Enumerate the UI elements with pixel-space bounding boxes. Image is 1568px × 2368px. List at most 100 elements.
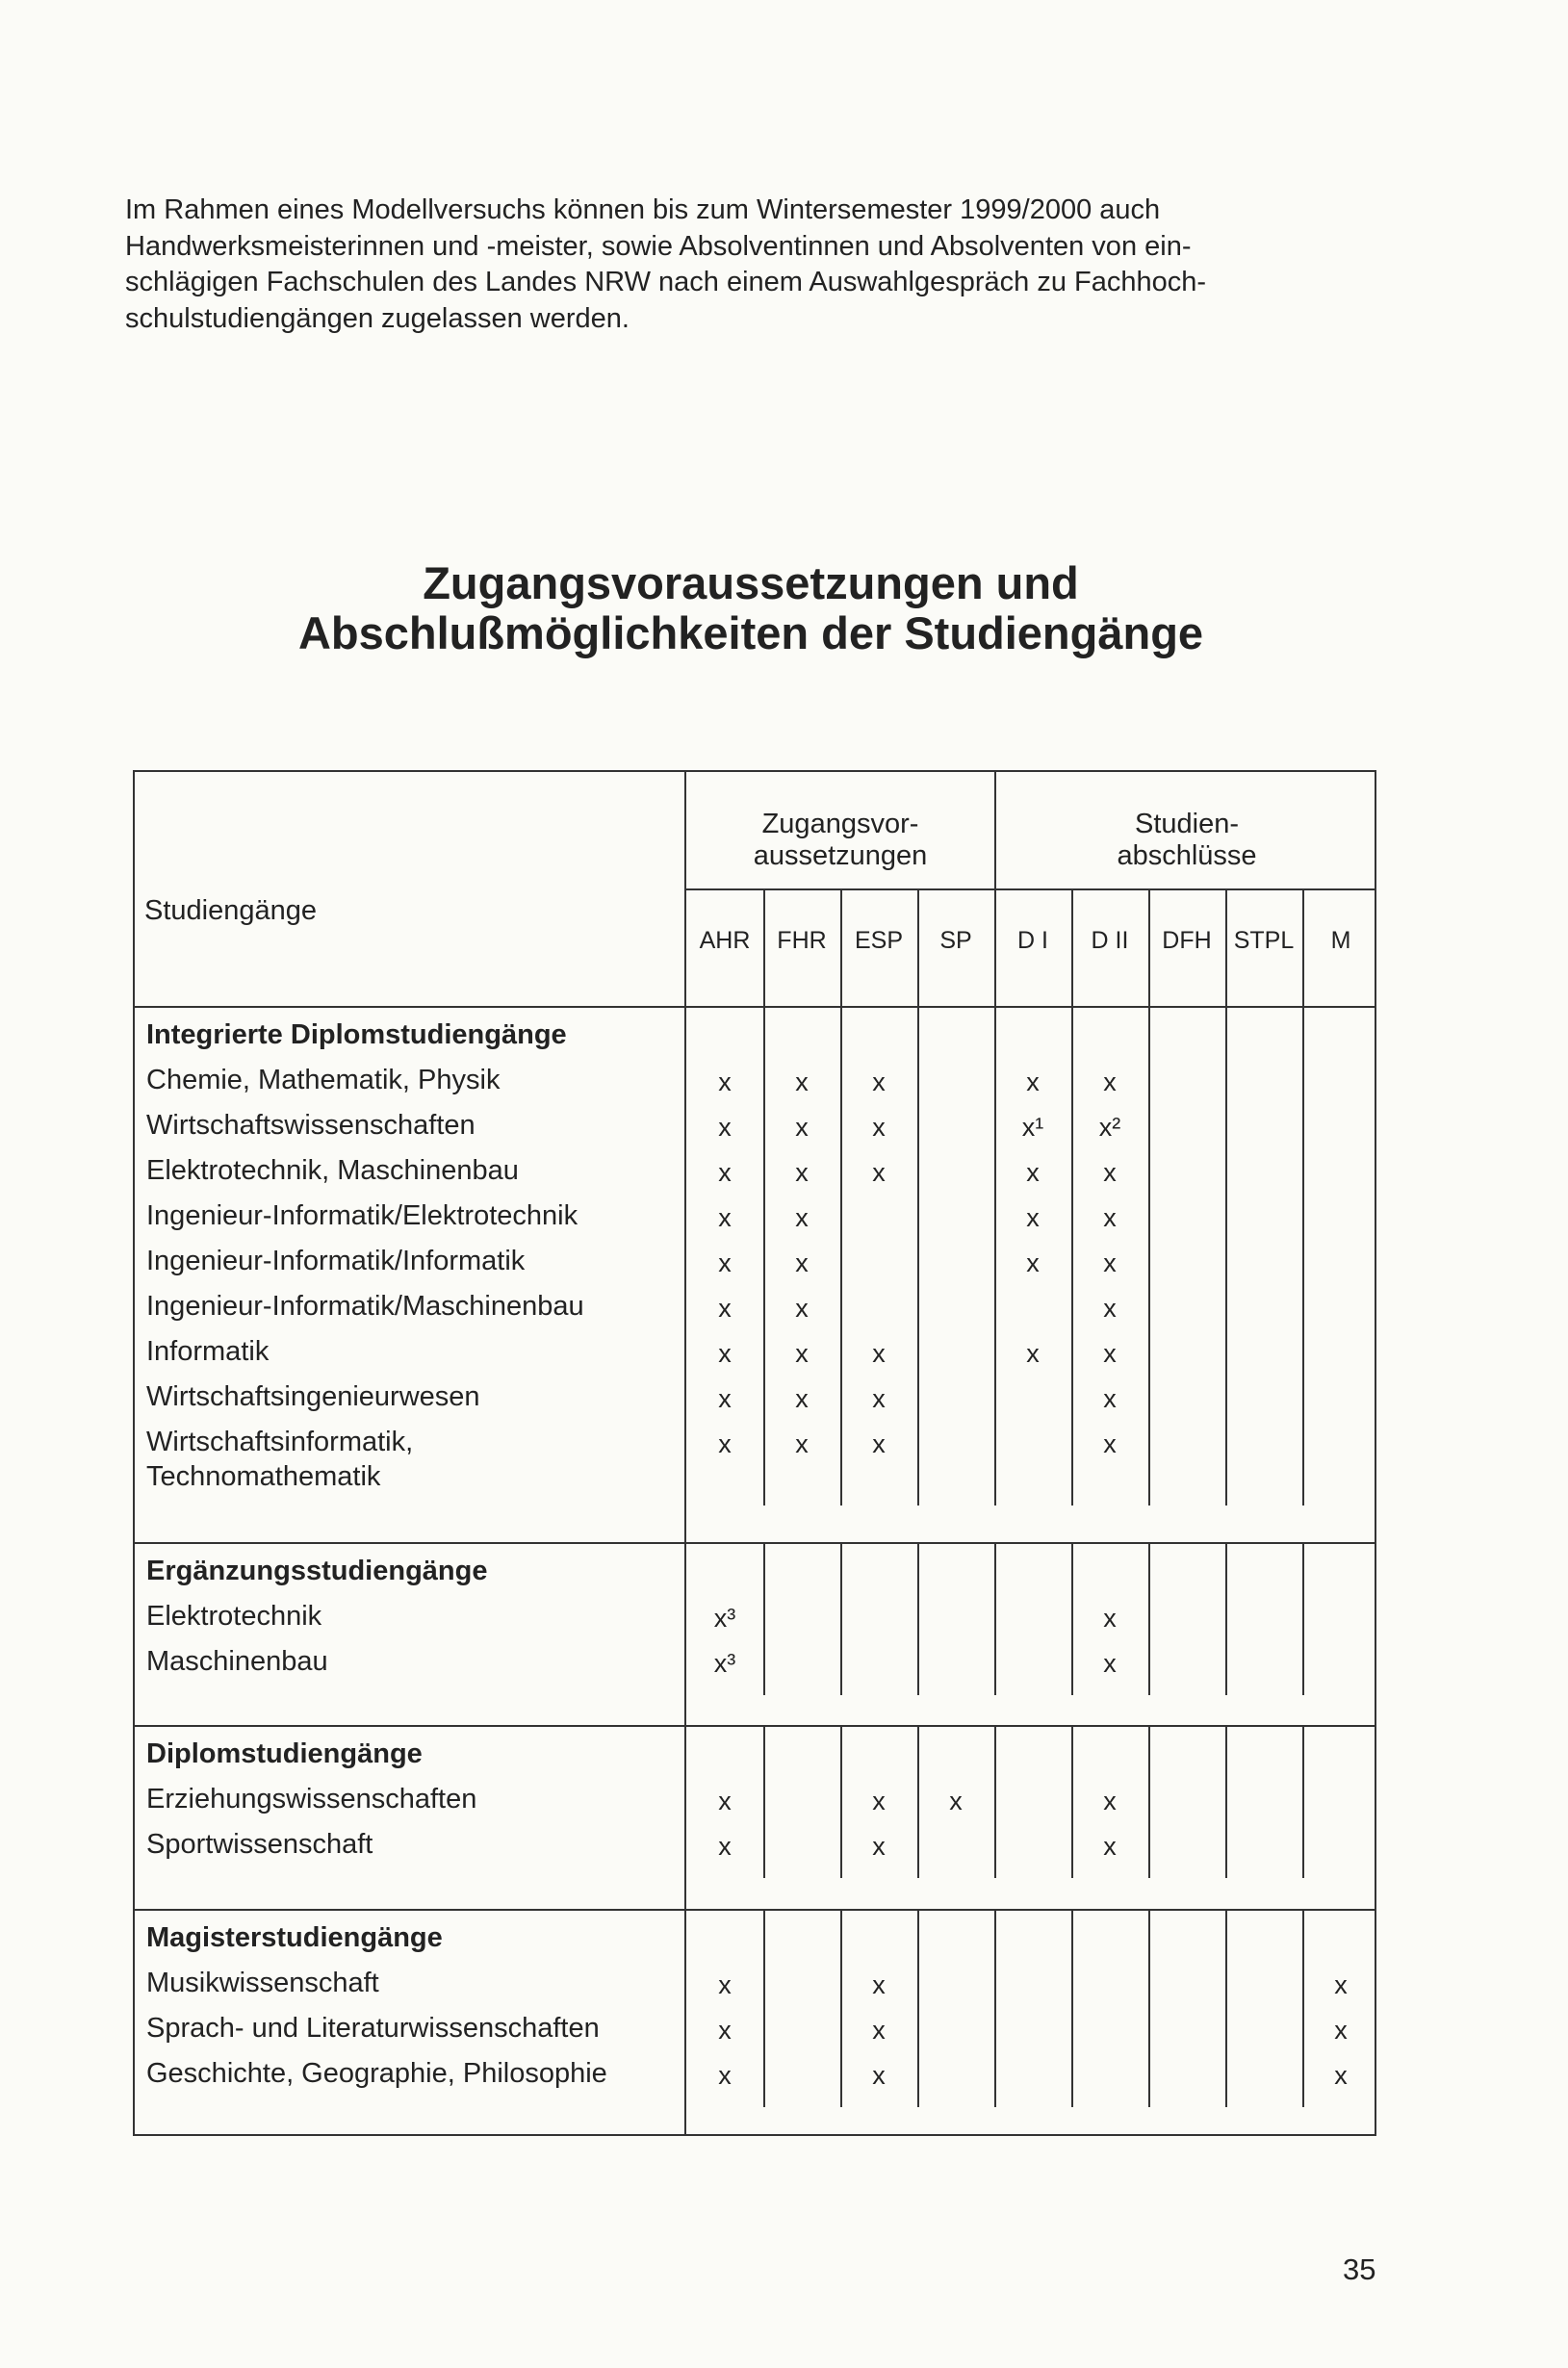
group-header: Zugangsvor-aussetzungen [686, 809, 994, 872]
table-cell-mark: x [1103, 1068, 1117, 1096]
table-cell-mark: x [1103, 1604, 1117, 1633]
column-header: DFH [1162, 927, 1212, 954]
table-cell-mark: x [795, 1429, 809, 1458]
study-programs-table: Studiengänge Zugangsvor-aussetzungen Studi… [133, 770, 1376, 2136]
table-cell-mark: x [718, 1113, 732, 1142]
table-cell-mark: x [872, 1832, 886, 1861]
table-cell-mark: x [872, 1787, 886, 1815]
table-cell-mark: x [1103, 1294, 1117, 1323]
column-divider [840, 1542, 842, 1695]
column-divider [994, 1006, 996, 1506]
column-divider [994, 1725, 996, 1878]
column-divider [763, 1725, 765, 1878]
table-cell-mark: x [718, 2061, 732, 2090]
table-cell-mark: x [1026, 1339, 1040, 1368]
table-cell-mark: x [1103, 1339, 1117, 1368]
section-title: Diplomstudiengänge [146, 1738, 423, 1769]
table-cell-mark: x [718, 1384, 732, 1413]
table-cell-mark: x¹ [1021, 1113, 1044, 1142]
column-divider [1071, 888, 1073, 1006]
table-cell-mark: x [872, 2061, 886, 2090]
program-name: Geschichte, Geographie, Philosophie [146, 2058, 607, 2089]
column-divider [1302, 1542, 1304, 1695]
table-cell-mark: x [795, 1158, 809, 1187]
table-cell-mark: x² [1098, 1113, 1121, 1142]
table-cell-mark: x [1334, 2061, 1348, 2090]
column-divider [1302, 1725, 1304, 1878]
table-cell-mark: x [1026, 1068, 1040, 1096]
column-header: FHR [777, 927, 827, 954]
table-cell-mark: x [795, 1339, 809, 1368]
table-cell-mark: x [1103, 1649, 1117, 1678]
row-header: Studiengänge [144, 895, 317, 926]
program-name: Chemie, Mathematik, Physik [146, 1065, 501, 1095]
column-header: ESP [854, 927, 904, 954]
program-name: Sprach- und Literaturwissenschaften [146, 2013, 600, 2044]
column-header: M [1330, 927, 1351, 954]
column-divider [1225, 888, 1227, 1006]
column-header: D I [1017, 927, 1048, 954]
group-header-line: abschlüsse [1117, 840, 1257, 871]
column-divider [840, 1909, 842, 2107]
program-name: Erziehungswissenschaften [146, 1784, 477, 1815]
section-title: Magisterstudiengänge [146, 1922, 443, 1953]
column-divider [1302, 1909, 1304, 2107]
table-cell-mark: x [949, 1787, 963, 1815]
group-header-line: aussetzungen [753, 840, 928, 871]
intro-paragraph: Im Rahmen eines Modellversuchs können bi… [125, 193, 1386, 337]
table-cell-mark: x³ [713, 1604, 736, 1633]
intro-line: Im Rahmen eines Modellversuchs können bi… [125, 194, 1161, 225]
column-divider [1225, 1542, 1227, 1695]
column-divider [994, 1909, 996, 2107]
table-cell-mark: x [1103, 1787, 1117, 1815]
page-title: Zugangsvoraussetzungen und Abschlußmögli… [0, 558, 1502, 658]
page-number: 35 [1343, 2252, 1376, 2286]
program-name: Maschinenbau [146, 1646, 328, 1677]
table-cell-mark: x [1103, 1158, 1117, 1187]
table-cell-mark: x [795, 1248, 809, 1277]
program-name: Technomathematik [146, 1461, 381, 1492]
intro-line: schlägigen Fachschulen des Landes NRW na… [125, 267, 1207, 297]
section-rule [135, 1909, 1375, 1911]
column-divider [1071, 1909, 1073, 2107]
program-name: Wirtschaftsinformatik, [146, 1427, 414, 1457]
program-name: Ingenieur-Informatik/Elektrotechnik [146, 1200, 578, 1231]
column-divider [763, 1006, 765, 1506]
column-divider [917, 1909, 919, 2107]
program-name: Wirtschaftsingenieurwesen [146, 1381, 480, 1412]
table-cell-mark: x [1103, 1384, 1117, 1413]
table-cell-mark: x [872, 1429, 886, 1458]
table-cell-mark: x [718, 1248, 732, 1277]
table-cell-mark: x [718, 1068, 732, 1096]
table-cell-mark: x [1103, 1203, 1117, 1232]
table-cell-mark: x [718, 1339, 732, 1368]
section-title: Integrierte Diplomstudiengänge [146, 1019, 567, 1050]
column-divider [840, 888, 842, 1006]
column-divider [1071, 1006, 1073, 1506]
label-column-divider [684, 772, 686, 2134]
table-cell-mark: x [718, 1970, 732, 1999]
table-cell-mark: x [718, 1294, 732, 1323]
column-divider [917, 1725, 919, 1878]
table-cell-mark: x [718, 1203, 732, 1232]
table-cell-mark: x [1026, 1203, 1040, 1232]
table-cell-mark: x [872, 2016, 886, 2045]
column-divider [1148, 1909, 1150, 2107]
title-line: Abschlußmöglichkeiten der Studiengänge [297, 607, 1204, 658]
column-divider [994, 888, 996, 1006]
program-name: Elektrotechnik, Maschinenbau [146, 1155, 519, 1186]
table-cell-mark: x [1334, 2016, 1348, 2045]
table-cell-mark: x [872, 1970, 886, 1999]
group-header-line: Zugangsvor- [761, 809, 919, 839]
header-bottom-rule [135, 1006, 1375, 1008]
program-name: Ingenieur-Informatik/Maschinenbau [146, 1291, 584, 1322]
table-cell-mark: x [795, 1294, 809, 1323]
column-divider [917, 888, 919, 1006]
table-cell-mark: x [1334, 1970, 1348, 1999]
column-divider [1225, 1725, 1227, 1878]
column-divider [763, 1909, 765, 2107]
column-divider [994, 1542, 996, 1695]
column-divider [917, 1542, 919, 1695]
intro-line: Handwerksmeisterinnen und -meister, sowi… [125, 230, 1192, 262]
table-cell-mark: x [872, 1158, 886, 1187]
